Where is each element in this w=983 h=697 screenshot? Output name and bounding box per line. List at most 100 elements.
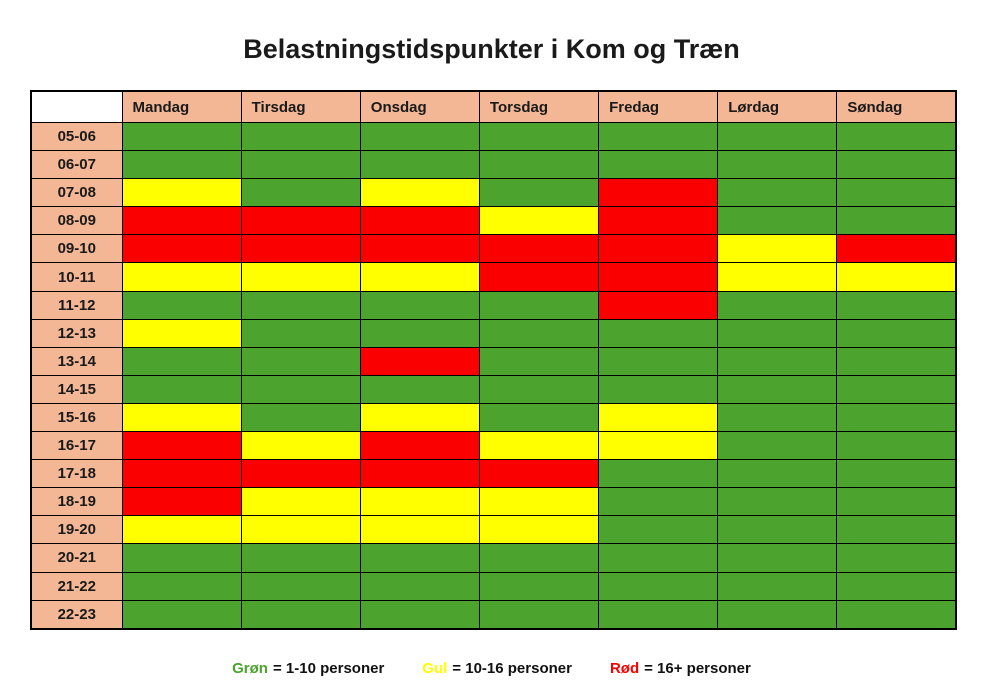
time-label-08-09: 08-09 <box>30 206 123 236</box>
heatmap-cell-onsdag-05-06 <box>359 121 480 152</box>
heatmap-cell-torsdag-06-07 <box>478 150 600 180</box>
heatmap-cell-onsdag-19-20 <box>359 515 480 545</box>
heatmap-cell-tirsdag-22-23 <box>240 599 361 630</box>
legend-swatch-text-yellow: Gul <box>422 660 448 677</box>
heatmap-cell-fredag-19-20 <box>598 515 719 545</box>
heatmap-cell-fredag-08-09 <box>598 206 719 236</box>
heatmap-cell-onsdag-11-12 <box>359 290 480 320</box>
heatmap-cell-lørdag-11-12 <box>717 290 838 320</box>
heatmap-cell-søndag-18-19 <box>836 487 957 517</box>
heatmap-cell-fredag-14-15 <box>598 374 719 404</box>
table-row: 15-16 <box>30 402 957 433</box>
heatmap-cell-mandag-13-14 <box>121 346 242 376</box>
heatmap-cell-mandag-09-10 <box>121 234 242 264</box>
heatmap-cell-fredag-15-16 <box>598 402 719 433</box>
heatmap-cell-torsdag-19-20 <box>478 515 600 545</box>
heatmap-cell-onsdag-18-19 <box>359 487 480 517</box>
day-header-torsdag: Torsdag <box>478 90 600 123</box>
heatmap-cell-onsdag-14-15 <box>359 374 480 404</box>
heatmap-cell-tirsdag-10-11 <box>240 262 361 292</box>
heatmap-cell-søndag-06-07 <box>836 150 957 180</box>
heatmap-cell-torsdag-15-16 <box>478 402 600 433</box>
heatmap-cell-mandag-14-15 <box>121 374 242 404</box>
heatmap-cell-søndag-16-17 <box>836 431 957 461</box>
time-label-07-08: 07-08 <box>30 178 123 208</box>
heatmap-cell-tirsdag-12-13 <box>240 318 361 348</box>
load-times-heatmap: Mandag Tirsdag Onsdag Torsdag Fredag Lørdag Sø… <box>30 90 957 630</box>
table-row: 10-11 <box>30 262 957 292</box>
heatmap-cell-tirsdag-07-08 <box>240 178 361 208</box>
time-label-14-15: 14-15 <box>30 374 123 404</box>
table-row: 12-13 <box>30 318 957 348</box>
table-row: 11-12 <box>30 290 957 320</box>
heatmap-cell-søndag-09-10 <box>836 234 957 264</box>
legend: Grøn = 1-10 personer Gul = 10-16 personer Rø… <box>0 660 983 677</box>
day-header-søndag: Søndag <box>836 90 957 123</box>
heatmap-cell-mandag-11-12 <box>121 290 242 320</box>
heatmap-cell-fredag-13-14 <box>598 346 719 376</box>
day-header-row: Mandag Tirsdag Onsdag Torsdag Fredag Lørdag Sø… <box>30 90 957 123</box>
heatmap-cell-tirsdag-11-12 <box>240 290 361 320</box>
time-label-13-14: 13-14 <box>30 346 123 376</box>
legend-label: = 16+ personer <box>644 660 751 677</box>
heatmap-cell-mandag-18-19 <box>121 487 242 517</box>
heatmap-cell-søndag-13-14 <box>836 346 957 376</box>
heatmap-cell-fredag-12-13 <box>598 318 719 348</box>
heatmap-cell-søndag-11-12 <box>836 290 957 320</box>
heatmap-cell-fredag-20-21 <box>598 543 719 573</box>
heatmap-cell-lørdag-13-14 <box>717 346 838 376</box>
table-row: 05-06 <box>30 121 957 152</box>
heatmap-cell-fredag-10-11 <box>598 262 719 292</box>
heatmap-cell-onsdag-12-13 <box>359 318 480 348</box>
heatmap-cell-fredag-11-12 <box>598 290 719 320</box>
heatmap-cell-tirsdag-20-21 <box>240 543 361 573</box>
heatmap-cell-onsdag-09-10 <box>359 234 480 264</box>
heatmap-cell-onsdag-06-07 <box>359 150 480 180</box>
heatmap-cell-fredag-06-07 <box>598 150 719 180</box>
day-header-onsdag: Onsdag <box>359 90 480 123</box>
table-row: 21-22 <box>30 571 957 601</box>
heatmap-cell-søndag-07-08 <box>836 178 957 208</box>
heatmap-table-wrap: Mandag Tirsdag Onsdag Torsdag Fredag Lørdag Sø… <box>30 90 957 630</box>
heatmap-cell-torsdag-22-23 <box>478 599 600 630</box>
time-label-17-18: 17-18 <box>30 459 123 489</box>
heatmap-cell-lørdag-06-07 <box>717 150 838 180</box>
table-row: 20-21 <box>30 543 957 573</box>
heatmap-cell-torsdag-16-17 <box>478 431 600 461</box>
time-label-19-20: 19-20 <box>30 515 123 545</box>
heatmap-cell-torsdag-21-22 <box>478 571 600 601</box>
day-header-tirsdag: Tirsdag <box>240 90 361 123</box>
heatmap-cell-lørdag-14-15 <box>717 374 838 404</box>
legend-swatch-text-green: Grøn <box>232 660 268 677</box>
table-row: 22-23 <box>30 599 957 630</box>
legend-label: = 1-10 personer <box>272 660 385 677</box>
heatmap-cell-mandag-12-13 <box>121 318 242 348</box>
heatmap-cell-tirsdag-09-10 <box>240 234 361 264</box>
time-label-09-10: 09-10 <box>30 234 123 264</box>
time-label-11-12: 11-12 <box>30 290 123 320</box>
time-label-22-23: 22-23 <box>30 599 123 630</box>
table-row: 19-20 <box>30 515 957 545</box>
heatmap-cell-søndag-10-11 <box>836 262 957 292</box>
time-label-12-13: 12-13 <box>30 318 123 348</box>
heatmap-cell-onsdag-08-09 <box>359 206 480 236</box>
table-row: 06-07 <box>30 150 957 180</box>
day-header-mandag: Mandag <box>121 90 242 123</box>
heatmap-cell-tirsdag-13-14 <box>240 346 361 376</box>
legend-item-yellow: Gul = 10-16 personer <box>422 660 572 677</box>
heatmap-cell-mandag-22-23 <box>121 599 242 630</box>
legend-item-green: Grøn = 1-10 personer <box>232 660 384 677</box>
heatmap-cell-lørdag-08-09 <box>717 206 838 236</box>
heatmap-cell-søndag-15-16 <box>836 402 957 433</box>
heatmap-cell-fredag-16-17 <box>598 431 719 461</box>
time-label-18-19: 18-19 <box>30 487 123 517</box>
heatmap-cell-lørdag-17-18 <box>717 459 838 489</box>
heatmap-cell-mandag-15-16 <box>121 402 242 433</box>
time-label-10-11: 10-11 <box>30 262 123 292</box>
heatmap-cell-lørdag-15-16 <box>717 402 838 433</box>
heatmap-cell-lørdag-07-08 <box>717 178 838 208</box>
heatmap-cell-fredag-21-22 <box>598 571 719 601</box>
heatmap-cell-fredag-05-06 <box>598 121 719 152</box>
heatmap-cell-mandag-20-21 <box>121 543 242 573</box>
